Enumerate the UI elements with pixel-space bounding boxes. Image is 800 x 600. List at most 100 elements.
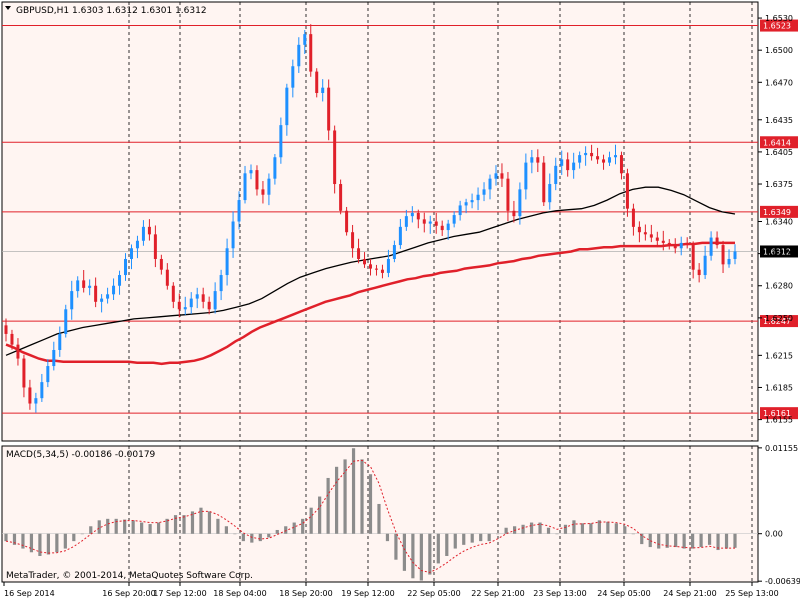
candle-body[interactable] bbox=[273, 157, 277, 179]
candle-body[interactable] bbox=[76, 280, 80, 292]
candle-body[interactable] bbox=[380, 269, 384, 273]
candle-body[interactable] bbox=[106, 294, 110, 299]
candle-body[interactable] bbox=[613, 155, 617, 158]
candle-body[interactable] bbox=[578, 155, 582, 163]
price-panel[interactable] bbox=[1, 1, 759, 442]
candle-body[interactable] bbox=[655, 237, 659, 241]
candle-body[interactable] bbox=[369, 264, 372, 269]
candle-body[interactable] bbox=[524, 162, 528, 190]
candle-body[interactable] bbox=[560, 159, 564, 166]
candle-body[interactable] bbox=[171, 285, 175, 302]
candle-body[interactable] bbox=[649, 234, 653, 238]
candle-body[interactable] bbox=[147, 226, 151, 235]
candle-body[interactable] bbox=[548, 184, 552, 203]
candle-body[interactable] bbox=[625, 173, 629, 209]
candle-body[interactable] bbox=[124, 258, 128, 276]
candle-body[interactable] bbox=[572, 162, 576, 171]
candle-body[interactable] bbox=[267, 178, 271, 195]
candle-body[interactable] bbox=[333, 130, 337, 185]
candle-body[interactable] bbox=[470, 200, 474, 203]
candle-body[interactable] bbox=[118, 275, 122, 286]
candle-body[interactable] bbox=[542, 162, 546, 203]
candle-body[interactable] bbox=[500, 173, 504, 179]
candle-body[interactable] bbox=[279, 125, 283, 158]
candle-body[interactable] bbox=[715, 237, 719, 246]
candle-body[interactable] bbox=[721, 245, 725, 265]
candle-body[interactable] bbox=[195, 294, 199, 299]
candle-body[interactable] bbox=[112, 285, 116, 295]
candle-body[interactable] bbox=[691, 245, 695, 270]
candle-body[interactable] bbox=[183, 307, 187, 310]
candle-body[interactable] bbox=[219, 275, 223, 292]
candle-body[interactable] bbox=[351, 232, 355, 249]
candle-body[interactable] bbox=[46, 366, 50, 383]
candle-body[interactable] bbox=[177, 301, 181, 310]
candle-body[interactable] bbox=[321, 87, 325, 94]
candle-body[interactable] bbox=[249, 170, 253, 174]
candle-body[interactable] bbox=[631, 208, 635, 227]
candle-body[interactable] bbox=[153, 234, 157, 259]
candle-body[interactable] bbox=[135, 240, 139, 249]
candle-body[interactable] bbox=[16, 344, 20, 359]
candle-body[interactable] bbox=[213, 291, 217, 310]
candle-body[interactable] bbox=[536, 157, 540, 163]
candle-body[interactable] bbox=[518, 189, 522, 217]
candle-body[interactable] bbox=[428, 221, 432, 224]
candle-body[interactable] bbox=[52, 349, 56, 367]
candle-body[interactable] bbox=[709, 237, 713, 256]
candle-body[interactable] bbox=[10, 333, 14, 345]
candle-body[interactable] bbox=[58, 333, 62, 350]
candle-body[interactable] bbox=[476, 194, 480, 201]
candle-body[interactable] bbox=[129, 248, 133, 259]
candle-body[interactable] bbox=[673, 245, 677, 249]
candle-body[interactable] bbox=[446, 223, 450, 231]
candle-body[interactable] bbox=[392, 245, 396, 259]
candle-body[interactable] bbox=[619, 155, 623, 174]
candle-body[interactable] bbox=[608, 157, 612, 163]
candle-body[interactable] bbox=[410, 212, 414, 217]
candle-body[interactable] bbox=[207, 301, 211, 310]
candle-body[interactable] bbox=[386, 258, 390, 273]
candle-body[interactable] bbox=[159, 258, 163, 270]
candle-body[interactable] bbox=[339, 184, 343, 211]
candle-body[interactable] bbox=[530, 157, 534, 163]
candle-body[interactable] bbox=[94, 285, 98, 302]
candle-body[interactable] bbox=[697, 269, 701, 276]
candle-body[interactable] bbox=[727, 258, 731, 265]
candle-body[interactable] bbox=[82, 280, 86, 288]
candle-body[interactable] bbox=[261, 189, 265, 195]
candle-body[interactable] bbox=[661, 240, 665, 243]
candle-body[interactable] bbox=[464, 202, 468, 206]
candle-body[interactable] bbox=[165, 269, 169, 286]
candle-body[interactable] bbox=[309, 34, 313, 72]
candle-body[interactable] bbox=[315, 71, 319, 94]
candle-body[interactable] bbox=[685, 242, 689, 246]
candle-body[interactable] bbox=[34, 398, 38, 404]
candle-body[interactable] bbox=[679, 242, 683, 249]
candle-body[interactable] bbox=[28, 387, 32, 404]
candle-body[interactable] bbox=[590, 152, 594, 157]
candle-body[interactable] bbox=[231, 221, 235, 249]
candle-body[interactable] bbox=[733, 251, 737, 259]
candle-body[interactable] bbox=[374, 268, 378, 270]
candle-body[interactable] bbox=[488, 178, 492, 190]
candle-body[interactable] bbox=[554, 165, 558, 185]
candle-body[interactable] bbox=[88, 285, 92, 288]
candle-body[interactable] bbox=[255, 170, 259, 190]
candle-body[interactable] bbox=[40, 382, 44, 399]
candle-body[interactable] bbox=[357, 248, 361, 259]
candle-body[interactable] bbox=[22, 358, 26, 388]
collapse-icon[interactable] bbox=[5, 6, 11, 10]
candle-body[interactable] bbox=[237, 200, 241, 222]
candle-body[interactable] bbox=[64, 309, 68, 334]
candle-body[interactable] bbox=[637, 226, 641, 233]
candle-body[interactable] bbox=[327, 87, 331, 131]
candle-body[interactable] bbox=[643, 232, 647, 235]
candle-body[interactable] bbox=[434, 221, 438, 226]
candle-body[interactable] bbox=[416, 212, 420, 220]
candle-body[interactable] bbox=[703, 255, 707, 276]
candle-body[interactable] bbox=[566, 159, 570, 171]
candle-body[interactable] bbox=[345, 210, 349, 233]
candle-body[interactable] bbox=[602, 159, 606, 163]
candle-body[interactable] bbox=[440, 225, 444, 231]
